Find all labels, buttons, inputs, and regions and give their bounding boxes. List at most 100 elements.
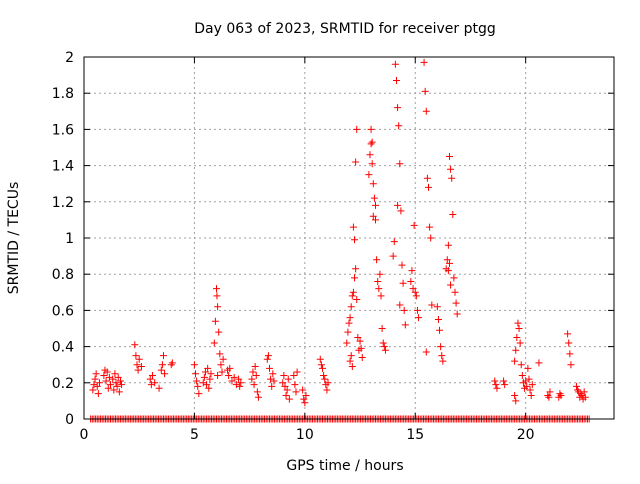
data-point <box>379 339 387 347</box>
data-point <box>232 381 240 389</box>
data-point <box>420 58 428 66</box>
data-point <box>518 372 526 380</box>
data-point <box>250 381 258 389</box>
data-point <box>408 267 416 275</box>
data-point <box>399 279 407 287</box>
data-point <box>158 361 166 369</box>
data-point <box>380 343 388 351</box>
data-point <box>411 288 419 296</box>
data-point <box>292 388 300 396</box>
data-point <box>112 379 120 387</box>
data-point <box>345 319 353 327</box>
data-point <box>447 165 455 173</box>
data-point <box>365 171 373 179</box>
y-tick-label: 0 <box>65 412 74 428</box>
data-point <box>401 321 409 329</box>
grid-lines <box>84 57 614 419</box>
data-point <box>415 314 423 322</box>
data-point <box>436 326 444 334</box>
data-point <box>137 363 145 371</box>
data-point <box>110 386 118 394</box>
data-point <box>524 364 532 372</box>
data-point <box>514 319 522 327</box>
data-point <box>301 399 309 407</box>
data-point <box>445 259 453 267</box>
data-point <box>290 372 298 380</box>
data-point <box>434 315 442 323</box>
data-point <box>254 393 262 401</box>
data-point <box>522 377 530 385</box>
data-point <box>207 370 215 378</box>
data-point <box>544 391 552 399</box>
data-point <box>578 391 586 399</box>
data-point <box>280 372 288 380</box>
data-point <box>282 391 290 399</box>
data-point <box>279 379 287 387</box>
data-point <box>377 292 385 300</box>
data-point <box>160 352 167 360</box>
data-point <box>412 292 420 300</box>
data-point <box>118 381 126 389</box>
data-point <box>302 391 310 399</box>
data-point <box>351 236 359 244</box>
data-point <box>237 379 245 387</box>
data-point <box>367 140 375 148</box>
data-point <box>217 361 225 369</box>
data-point <box>94 390 102 398</box>
data-point <box>375 285 383 293</box>
data-point <box>100 372 108 380</box>
data-point <box>433 303 441 311</box>
data-point <box>358 353 366 361</box>
data-point <box>500 377 508 385</box>
data-point <box>236 382 244 390</box>
data-point <box>389 252 397 260</box>
data-point <box>131 341 139 349</box>
y-tick-label: 1.6 <box>52 122 74 138</box>
data-point <box>293 368 301 376</box>
data-point <box>413 306 421 314</box>
data-point <box>448 174 456 182</box>
data-point <box>251 363 259 371</box>
data-point <box>447 281 455 289</box>
data-point <box>400 306 408 314</box>
data-point <box>168 359 176 367</box>
y-tick-label: 1.4 <box>52 159 74 175</box>
data-point <box>95 379 103 387</box>
data-points <box>87 58 593 423</box>
data-point <box>349 223 357 231</box>
y-tick-label: 1.8 <box>52 86 74 102</box>
data-point <box>525 375 533 383</box>
data-point <box>516 339 524 347</box>
data-point <box>213 285 220 293</box>
data-point <box>580 388 588 396</box>
data-point <box>235 375 243 383</box>
data-point <box>439 357 447 365</box>
data-point <box>109 375 117 383</box>
data-point <box>107 381 114 389</box>
data-point <box>353 125 361 133</box>
data-point <box>368 160 376 168</box>
data-point <box>492 381 500 389</box>
data-point <box>501 381 509 389</box>
data-point <box>135 355 143 363</box>
x-tick-label: 5 <box>190 427 199 443</box>
data-point <box>356 337 364 345</box>
data-point <box>427 234 435 242</box>
y-axis-label: SRMTID / TECUs <box>6 182 22 295</box>
data-point <box>300 395 308 403</box>
data-point <box>348 292 356 300</box>
data-point <box>557 391 565 399</box>
y-tick-label: 0.6 <box>52 303 74 319</box>
data-point <box>354 334 362 342</box>
y-tick-label: 1 <box>65 231 74 247</box>
data-point <box>545 393 553 401</box>
data-point <box>451 288 459 296</box>
data-point <box>323 386 331 394</box>
data-point <box>556 390 564 398</box>
data-point <box>370 194 378 202</box>
y-tick-label: 0.8 <box>52 267 74 283</box>
data-point <box>376 270 384 278</box>
data-point <box>449 210 457 218</box>
data-point <box>205 384 213 392</box>
